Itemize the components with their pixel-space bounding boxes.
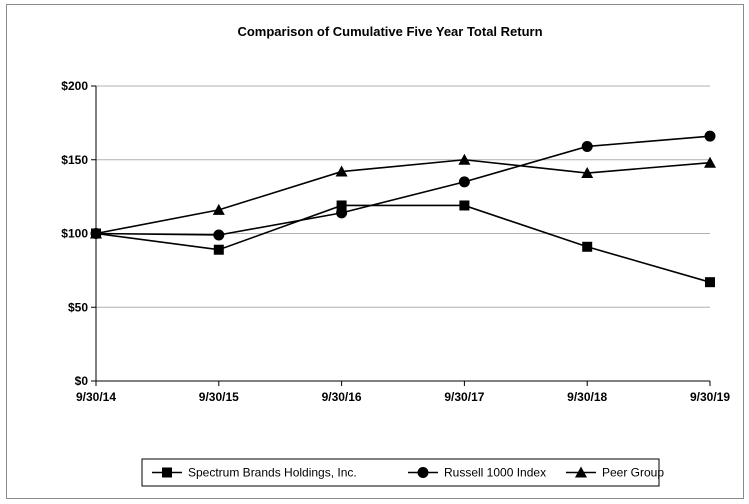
y-tick-labels: $0 $50 $100 $150 $200	[61, 79, 88, 388]
axes	[91, 85, 711, 386]
spectrum-brands-holdings-inc-square-marker	[705, 277, 715, 288]
peer-group-line	[95, 158, 711, 235]
russell-1000-index-circle-marker	[704, 130, 716, 142]
y-tick-label: $0	[75, 374, 89, 388]
peer-group-triangle-marker	[90, 227, 102, 239]
peer-group-triangle-marker	[335, 165, 348, 177]
legend: Spectrum Brands Holdings, Inc. Russell 10…	[141, 458, 664, 487]
series-group	[90, 130, 716, 288]
peer-group-triangle-marker	[212, 203, 225, 215]
legend-spectrum-brands-holdings-inc-square-marker	[162, 467, 172, 478]
peer-group-triangle-marker	[581, 167, 594, 179]
peer-group-triangle-marker	[458, 153, 471, 165]
legend-russell-1000-index-circle-marker	[417, 467, 429, 478]
spectrum-brands-holdings-inc-square-marker	[459, 200, 470, 211]
series-peer-group	[90, 153, 716, 239]
russell-1000-index-circle-marker	[336, 207, 348, 219]
y-tick-label: $200	[61, 79, 88, 93]
spectrum-brands-holdings-inc-line	[95, 204, 711, 283]
chart-title: Comparison of Cumulative Five Year Total…	[237, 24, 542, 39]
y-tick-label: $100	[61, 227, 88, 241]
x-tick-label: 9/30/19	[690, 390, 730, 404]
x-tick-label: 9/30/15	[199, 390, 239, 404]
grid-lines	[96, 85, 710, 308]
series-spectrum-brands-holdings-inc	[91, 200, 715, 288]
x-tick-labels: 9/30/14 9/30/15 9/30/16 9/30/17 9/30/18 9/30/…	[76, 390, 730, 404]
spectrum-brands-holdings-inc-square-marker	[213, 244, 224, 255]
series-russell-1000-index	[90, 130, 716, 241]
russell-1000-index-line	[95, 135, 711, 236]
russell-1000-index-circle-marker	[213, 229, 225, 241]
peer-group-triangle-marker	[704, 156, 716, 168]
russell-1000-index-circle-marker	[458, 176, 470, 188]
spectrum-brands-holdings-inc-square-marker	[582, 241, 593, 252]
x-tick-label: 9/30/16	[322, 390, 362, 404]
legend-label: Spectrum Brands Holdings, Inc.	[188, 466, 357, 480]
y-tick-label: $150	[61, 153, 88, 167]
x-tick-label: 9/30/14	[76, 390, 116, 404]
x-tick-label: 9/30/17	[444, 390, 484, 404]
legend-label: Peer Group	[602, 466, 664, 480]
spectrum-brands-holdings-inc-square-marker	[336, 200, 347, 211]
russell-1000-index-circle-marker	[581, 140, 593, 152]
legend-peer-group-triangle-marker	[575, 466, 587, 478]
y-tick-label: $50	[68, 300, 88, 314]
legend-label: Russell 1000 Index	[444, 466, 546, 480]
x-tick-label: 9/30/18	[567, 390, 607, 404]
